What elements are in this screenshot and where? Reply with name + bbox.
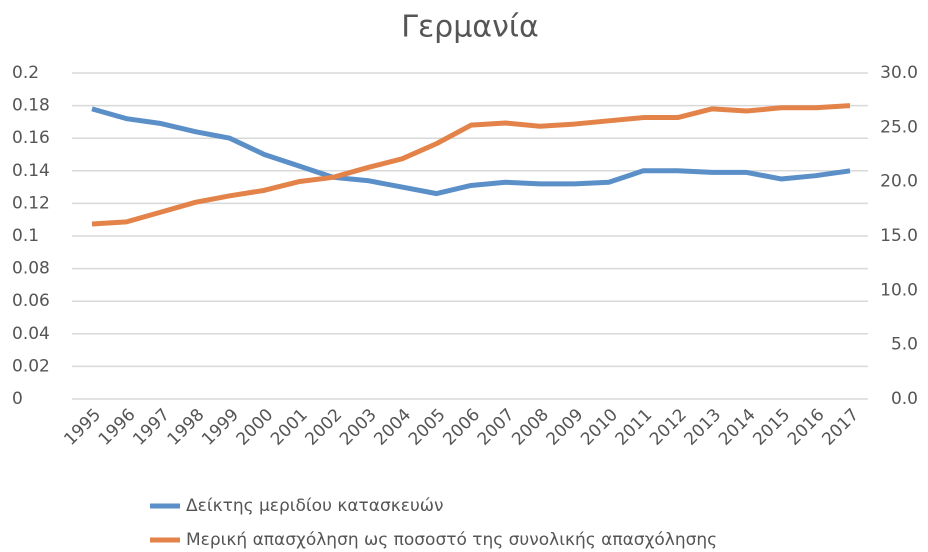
x-tick-label: 2007 bbox=[474, 405, 519, 450]
x-tick-label: 2004 bbox=[370, 405, 415, 450]
x-tick-label: 2016 bbox=[784, 405, 829, 450]
x-tick-label: 2013 bbox=[681, 405, 726, 450]
x-tick-label: 1995 bbox=[60, 405, 105, 450]
x-tick-label: 1996 bbox=[95, 405, 140, 450]
y2-tick-label: 15.0 bbox=[880, 226, 918, 246]
legend-label: Δείκτης μεριδίου κατασκευών bbox=[186, 496, 444, 516]
x-tick-label: 2011 bbox=[612, 405, 657, 450]
y2-tick-label: 20.0 bbox=[880, 172, 918, 192]
x-tick-label: 2010 bbox=[577, 405, 622, 450]
y-tick-label: 0.14 bbox=[12, 161, 50, 181]
x-tick-label: 1997 bbox=[129, 405, 174, 450]
x-tick-label: 2003 bbox=[336, 405, 381, 450]
series-line bbox=[91, 103, 851, 227]
y2-tick-label: 25.0 bbox=[880, 117, 918, 137]
x-tick-label: 1999 bbox=[198, 405, 243, 450]
x-tick-label: 2005 bbox=[405, 405, 450, 450]
y2-tick-label: 0.0 bbox=[891, 389, 918, 409]
x-tick-label: 1998 bbox=[164, 405, 209, 450]
y2-tick-label: 5.0 bbox=[891, 335, 918, 355]
series-line bbox=[91, 106, 851, 197]
y-tick-label: 0.02 bbox=[12, 356, 50, 376]
y-tick-label: 0.2 bbox=[12, 63, 39, 83]
legend-label: Μερική απασχόληση ως ποσοστό της συνολικ… bbox=[186, 530, 717, 550]
x-tick-label: 2017 bbox=[818, 405, 863, 450]
y-tick-label: 0 bbox=[12, 389, 23, 409]
x-tick-label: 2006 bbox=[439, 405, 484, 450]
y2-tick-label: 30.0 bbox=[880, 63, 918, 83]
x-tick-label: 2001 bbox=[267, 405, 312, 450]
x-tick-label: 2015 bbox=[749, 405, 794, 450]
y-tick-label: 0.06 bbox=[12, 291, 50, 311]
chart-title: Γερμανία bbox=[401, 10, 539, 45]
x-tick-label: 2009 bbox=[543, 405, 588, 450]
y-tick-label: 0.18 bbox=[12, 96, 50, 116]
y-tick-label: 0.16 bbox=[12, 128, 50, 148]
x-tick-label: 2008 bbox=[508, 405, 553, 450]
x-tick-label: 2002 bbox=[302, 405, 347, 450]
y-tick-label: 0.04 bbox=[12, 324, 50, 344]
y-tick-label: 0.08 bbox=[12, 259, 50, 279]
y2-tick-label: 10.0 bbox=[880, 280, 918, 300]
x-tick-label: 2014 bbox=[715, 405, 760, 450]
x-tick-label: 2012 bbox=[646, 405, 691, 450]
x-tick-label: 2000 bbox=[233, 405, 278, 450]
y-tick-label: 0.12 bbox=[12, 193, 50, 213]
y-tick-label: 0.1 bbox=[12, 226, 39, 246]
